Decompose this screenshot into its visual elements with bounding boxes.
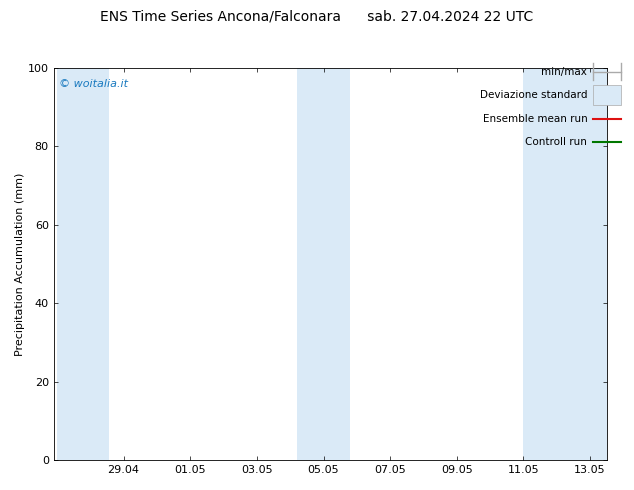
Text: min/max: min/max — [541, 67, 587, 76]
Bar — [297, 68, 350, 460]
Text: Deviazione standard: Deviazione standard — [480, 90, 587, 100]
Text: © woitalia.it: © woitalia.it — [59, 79, 128, 89]
Text: Controll run: Controll run — [526, 137, 587, 147]
Bar — [57, 68, 108, 460]
Text: Ensemble mean run: Ensemble mean run — [482, 114, 587, 123]
Bar — [524, 68, 607, 460]
Text: ENS Time Series Ancona/Falconara      sab. 27.04.2024 22 UTC: ENS Time Series Ancona/Falconara sab. 27… — [100, 10, 534, 24]
FancyBboxPatch shape — [593, 85, 621, 105]
Y-axis label: Precipitation Accumulation (mm): Precipitation Accumulation (mm) — [15, 172, 25, 356]
